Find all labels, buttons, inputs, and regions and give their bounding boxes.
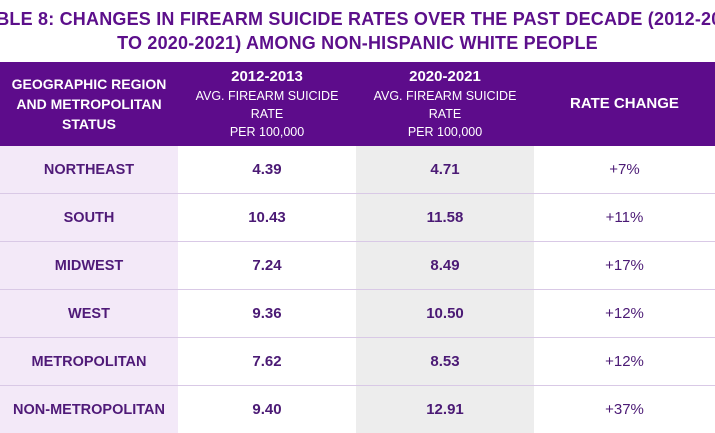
table-row: WEST 9.36 10.50 +12% [0,289,715,338]
rate-change-header: RATE CHANGE [570,95,679,112]
rate-change-cell: +12% [534,337,715,386]
firearm-suicide-rates-table: GEOGRAPHIC REGION AND METROPOLITAN STATU… [0,62,715,433]
rate-2020-2021-cell: 10.50 [356,289,534,338]
rate-2020-2021-cell: 12.91 [356,385,534,433]
region-header-line-3: STATUS [62,116,116,132]
table-title-line-1: TABLE 8: CHANGES IN FIREARM SUICIDE RATE… [0,9,715,29]
period1-subtitle-line-1: AVG. FIREARM SUICIDE RATE [195,89,339,121]
rate-change-cell: +17% [534,241,715,290]
region-cell: MIDWEST [0,241,178,290]
period1-subtitle-line-2: PER 100,000 [229,125,305,139]
period2-subtitle-line-2: PER 100,000 [407,125,483,139]
header-row: GEOGRAPHIC REGION AND METROPOLITAN STATU… [0,62,715,146]
period2-years: 2020-2021 [409,68,481,85]
rate-2012-2013-cell: 4.39 [178,146,356,194]
rate-2012-2013-cell: 7.24 [178,241,356,290]
rate-2020-2021-cell: 11.58 [356,193,534,242]
table-header: GEOGRAPHIC REGION AND METROPOLITAN STATU… [0,62,715,146]
region-cell: METROPOLITAN [0,337,178,386]
column-header-region: GEOGRAPHIC REGION AND METROPOLITAN STATU… [0,62,178,146]
rate-change-cell: +12% [534,289,715,338]
table-row: MIDWEST 7.24 8.49 +17% [0,241,715,290]
region-header-line-2: AND METROPOLITAN [16,96,162,112]
period1-years: 2012-2013 [231,68,303,85]
region-cell: NORTHEAST [0,146,178,194]
rate-2020-2021-cell: 8.49 [356,241,534,290]
rate-change-cell: +7% [534,146,715,194]
rate-2012-2013-cell: 10.43 [178,193,356,242]
table-row: NORTHEAST 4.39 4.71 +7% [0,146,715,194]
region-cell: WEST [0,289,178,338]
rate-change-cell: +37% [534,385,715,433]
period2-subtitle-line-1: AVG. FIREARM SUICIDE RATE [373,89,517,121]
region-cell: SOUTH [0,193,178,242]
column-header-2020-2021: 2020-2021 AVG. FIREARM SUICIDE RATE PER … [356,62,534,146]
table-row: NON-METROPOLITAN 9.40 12.91 +37% [0,385,715,433]
rate-2020-2021-cell: 4.71 [356,146,534,194]
table-row: METROPOLITAN 7.62 8.53 +12% [0,337,715,386]
rate-change-cell: +11% [534,193,715,242]
table-title: TABLE 8: CHANGES IN FIREARM SUICIDE RATE… [0,0,715,62]
column-header-rate-change: RATE CHANGE [534,62,715,146]
region-header-line-1: GEOGRAPHIC REGION [11,76,167,92]
table-row: SOUTH 10.43 11.58 +11% [0,193,715,242]
table-title-line-2: TO 2020-2021) AMONG NON-HISPANIC WHITE P… [117,33,598,53]
table-body: NORTHEAST 4.39 4.71 +7% SOUTH 10.43 11.5… [0,146,715,433]
column-header-2012-2013: 2012-2013 AVG. FIREARM SUICIDE RATE PER … [178,62,356,146]
rate-2012-2013-cell: 7.62 [178,337,356,386]
rate-2020-2021-cell: 8.53 [356,337,534,386]
rate-2012-2013-cell: 9.40 [178,385,356,433]
region-cell: NON-METROPOLITAN [0,385,178,433]
rate-2012-2013-cell: 9.36 [178,289,356,338]
